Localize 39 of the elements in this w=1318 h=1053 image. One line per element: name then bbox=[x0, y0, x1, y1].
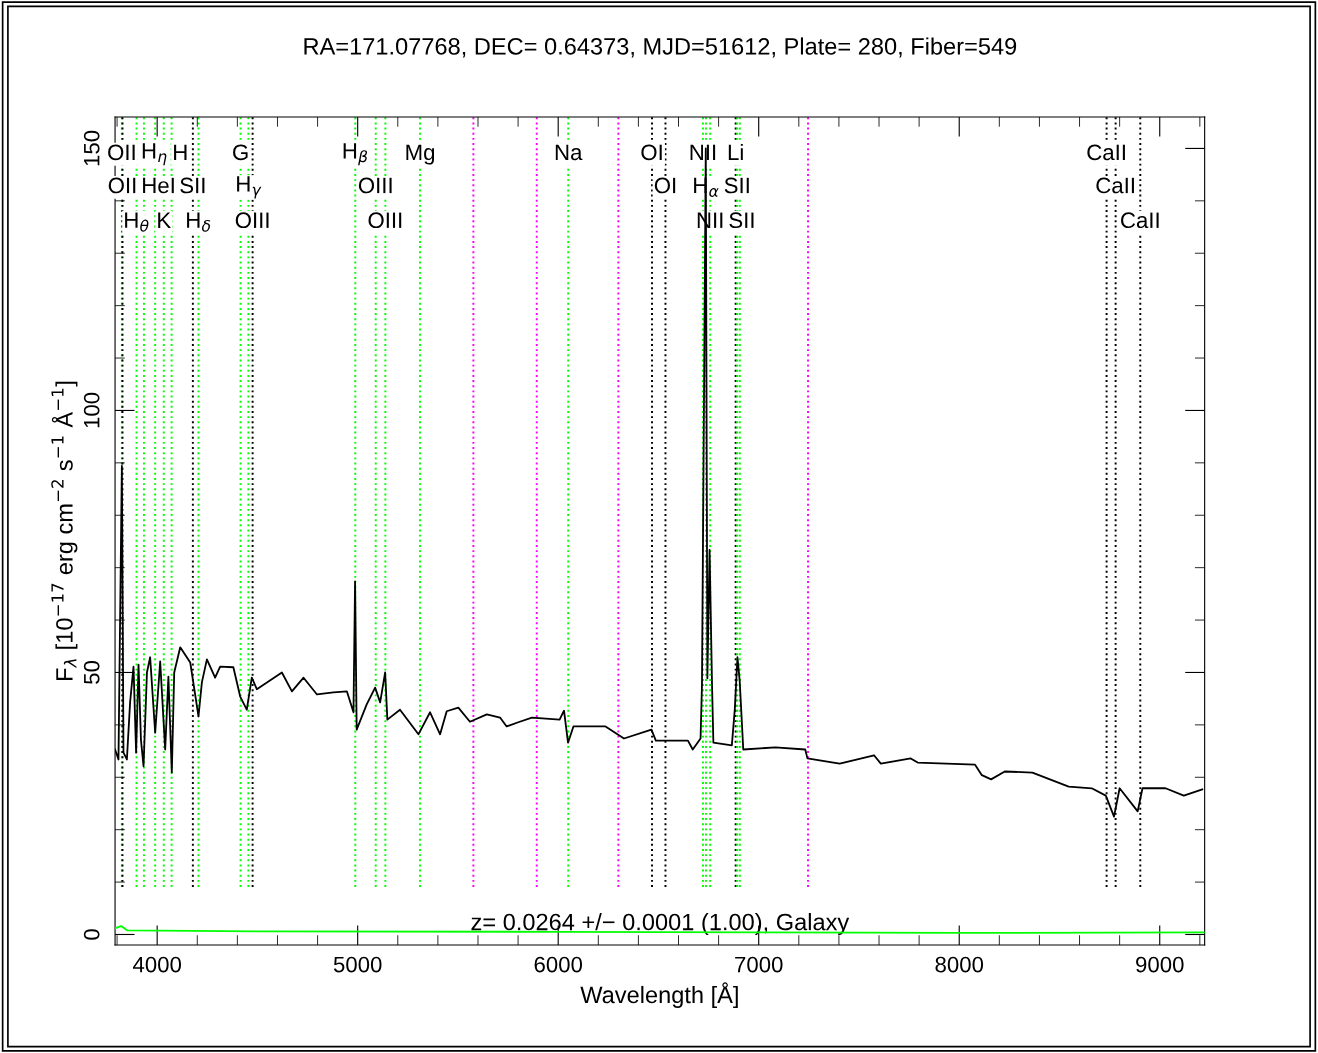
ref-line-label: G bbox=[233, 144, 248, 161]
ref-line-label: Na bbox=[555, 144, 583, 161]
y-tick-label: 100 bbox=[83, 392, 100, 428]
ref-line-label: H$_{γ}$ bbox=[237, 176, 262, 199]
ref-line-label: OIII bbox=[368, 212, 402, 229]
ref-line-label: K bbox=[158, 212, 171, 228]
ref-line-label: OI bbox=[654, 177, 676, 194]
y-tick-label: 150 bbox=[83, 130, 100, 166]
ref-line-label: SII bbox=[180, 177, 205, 194]
ref-line-label: OII bbox=[108, 177, 136, 194]
ref-line-label: H bbox=[174, 144, 187, 160]
text: F$_{λ}$ [10$^{−17}$ erg cm$^{−2}$ s$^{−1}$ Å$^{−1}$] bbox=[51, 381, 78, 681]
x-tick-label: 4000 bbox=[132, 956, 182, 973]
ref-line-label: SII bbox=[724, 177, 749, 194]
ref-line-label: Li bbox=[728, 143, 743, 160]
chart-title: RA=171.07768, DEC= 0.64373, MJD=51612, Plate= 280, Fiber=549 bbox=[304, 37, 1017, 58]
ref-line-label: OI bbox=[641, 144, 662, 161]
ref-line-label: SII bbox=[729, 212, 754, 229]
ref-line-label: Mg bbox=[406, 144, 435, 165]
ref-line-label: H$_{η}$ bbox=[142, 143, 167, 166]
ref-line-label: H$_{β}$ bbox=[343, 143, 368, 166]
ref-line-label: H$_{δ}$ bbox=[187, 212, 211, 232]
x-tick-label: 8000 bbox=[935, 956, 984, 973]
ref-line-label: OII bbox=[108, 144, 135, 161]
ref-line-label: CaII bbox=[1121, 212, 1159, 229]
x-tick-label: 9000 bbox=[1136, 956, 1184, 973]
ref-line-label: CaII bbox=[1087, 144, 1125, 161]
ref-line-label: OIII bbox=[235, 212, 269, 229]
ref-line-label: OIII bbox=[358, 177, 392, 194]
x-axis-title: Wavelength [Å] bbox=[580, 982, 738, 1008]
y-tick-label: 50 bbox=[83, 660, 100, 684]
y-tick-label: 0 bbox=[83, 929, 100, 940]
annotation: z= 0.0264 +/− 0.0001 (1.00), Galaxy bbox=[471, 913, 850, 936]
ref-line-label: H$_{θ}$ bbox=[125, 212, 149, 232]
x-tick-label: 6000 bbox=[534, 956, 583, 973]
x-tick-label: 7000 bbox=[735, 956, 783, 973]
ref-line-label: HeI bbox=[143, 177, 174, 194]
ref-line-label: CaII bbox=[1096, 177, 1134, 194]
x-tick-label: 5000 bbox=[333, 956, 382, 973]
